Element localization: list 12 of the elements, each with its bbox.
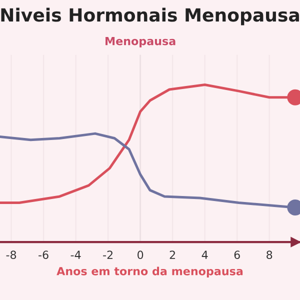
x-tick-label: -8 xyxy=(6,250,16,260)
x-tick-label: 8 xyxy=(266,250,272,260)
x-tick-label: 6 xyxy=(234,250,240,260)
x-tick-label: 0 xyxy=(138,250,144,260)
ref-line-label: Menopausa xyxy=(106,37,176,48)
x-tick-label: 4 xyxy=(202,250,208,259)
x-tick-label: -2 xyxy=(103,250,112,259)
x-tick-label: -6 xyxy=(38,250,48,260)
x-axis-title: Anos em torno da menopausa xyxy=(56,266,243,278)
chart-title: Niveis Hormonais Menopausa xyxy=(1,8,299,26)
x-tick-label: -4 xyxy=(70,250,81,259)
x-tick-label: 2 xyxy=(170,250,176,259)
